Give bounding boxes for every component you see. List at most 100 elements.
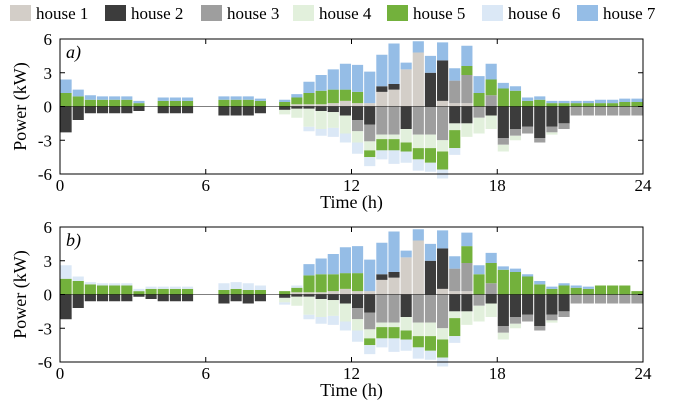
bar-house-7-38	[522, 274, 534, 277]
bar-house-7-23	[339, 63, 351, 90]
bar-house-7-46	[619, 98, 631, 102]
x-axis-label: Time (h)	[320, 380, 383, 401]
bar-house-2-39	[534, 106, 546, 138]
bar-house-4-22	[327, 112, 339, 128]
bar-house-6-30	[424, 162, 437, 172]
bar-house-7-36	[497, 266, 509, 270]
bar-house-5-18	[279, 102, 291, 107]
bar-house-3-41	[558, 123, 570, 129]
bar-house-7-41	[558, 100, 570, 104]
bar-house-2-15	[242, 294, 254, 304]
bar-house-5-15	[242, 290, 254, 295]
bar-house-5-44	[594, 285, 607, 295]
bar-house-3-44	[594, 106, 607, 116]
y-tick-label: 3	[44, 64, 53, 83]
bar-house-2-20	[303, 294, 315, 297]
bar-house-4-24	[352, 319, 364, 331]
bar-house-5-28	[400, 142, 412, 152]
bar-house-6-23	[339, 321, 351, 331]
bar-house-4-40	[546, 320, 558, 323]
bar-house-7-35	[485, 63, 497, 80]
bar-house-2-25	[364, 106, 376, 125]
bar-house-5-44	[594, 103, 607, 107]
bar-house-1-28	[400, 69, 412, 107]
bar-house-5-16	[254, 290, 266, 295]
bar-house-5-5	[121, 99, 133, 107]
bar-house-3-37	[509, 317, 522, 324]
bar-house-7-39	[534, 96, 546, 100]
bar-house-3-26	[376, 106, 388, 135]
bar-house-2-23	[339, 106, 351, 116]
bar-house-2-32	[449, 106, 461, 124]
x-tick-label: 24	[635, 176, 653, 195]
bar-house-7-10	[181, 97, 194, 101]
bar-house-4-19	[291, 296, 303, 306]
bar-house-7-30	[424, 243, 437, 261]
x-tick-label: 12	[343, 364, 360, 383]
bar-house-1-31	[437, 100, 449, 107]
legend-entry-house-5: house 5	[387, 4, 465, 23]
bar-house-4-37	[509, 323, 522, 329]
bar-house-2-38	[522, 106, 534, 127]
bar-house-4-19	[291, 108, 303, 118]
bar-house-6-1	[72, 276, 84, 281]
bar-house-6-23	[339, 133, 351, 143]
legend-swatch	[577, 5, 598, 21]
bar-house-3-30	[424, 106, 437, 135]
bar-house-5-24	[352, 91, 364, 104]
x-tick-label: 6	[202, 364, 211, 383]
bar-house-6-25	[364, 345, 376, 355]
bar-house-2-27	[388, 84, 400, 90]
bar-house-3-45	[607, 294, 619, 304]
bar-house-3-27	[388, 294, 400, 323]
bar-house-5-27	[388, 327, 400, 339]
bar-house-5-5	[121, 285, 133, 295]
bar-house-5-7	[145, 288, 157, 295]
bar-house-2-1	[72, 106, 84, 120]
bar-house-3-30	[424, 294, 437, 323]
bar-house-7-28	[400, 250, 412, 258]
bar-house-1-24	[352, 291, 364, 295]
bar-house-4-32	[449, 123, 461, 131]
bar-house-5-23	[339, 273, 351, 289]
bar-house-6-27	[388, 150, 400, 164]
bar-house-7-37	[509, 268, 522, 272]
bar-house-7-24	[352, 246, 364, 274]
bar-house-2-7	[145, 294, 157, 299]
bar-house-5-26	[376, 139, 388, 151]
bar-house-5-35	[485, 263, 497, 284]
bar-house-6-22	[327, 127, 339, 137]
legend-swatch	[201, 5, 222, 21]
bar-house-1-23	[339, 100, 351, 107]
bar-house-7-18	[279, 99, 291, 102]
bar-house-6-9	[169, 286, 181, 289]
bar-house-5-25	[364, 150, 376, 158]
bar-house-4-35	[485, 303, 497, 317]
bar-house-6-22	[327, 315, 339, 325]
bar-house-7-26	[376, 54, 388, 87]
bar-house-5-36	[497, 88, 509, 107]
bar-house-5-28	[400, 330, 412, 340]
bar-house-4-24	[352, 131, 364, 143]
bar-house-2-30	[424, 260, 437, 295]
bar-house-5-1	[72, 281, 84, 295]
bar-house-3-36	[497, 326, 509, 333]
bar-house-5-42	[570, 103, 582, 107]
bar-house-5-10	[181, 288, 194, 295]
legend-entry-house-4: house 4	[293, 4, 372, 23]
bar-house-1-22	[327, 291, 339, 295]
bar-house-5-36	[497, 269, 509, 295]
bar-house-5-20	[303, 93, 315, 105]
bar-house-5-40	[546, 288, 558, 295]
bar-house-6-24	[352, 142, 364, 154]
bar-house-5-9	[169, 288, 181, 295]
bar-house-6-4	[109, 283, 121, 286]
bar-house-5-32	[449, 318, 461, 337]
bar-house-2-33	[461, 106, 473, 124]
bar-house-7-25	[364, 71, 376, 104]
bar-house-7-33	[461, 232, 473, 247]
bar-house-4-26	[376, 322, 388, 328]
bar-house-2-1	[72, 294, 84, 308]
bar-house-4-34	[473, 117, 485, 134]
